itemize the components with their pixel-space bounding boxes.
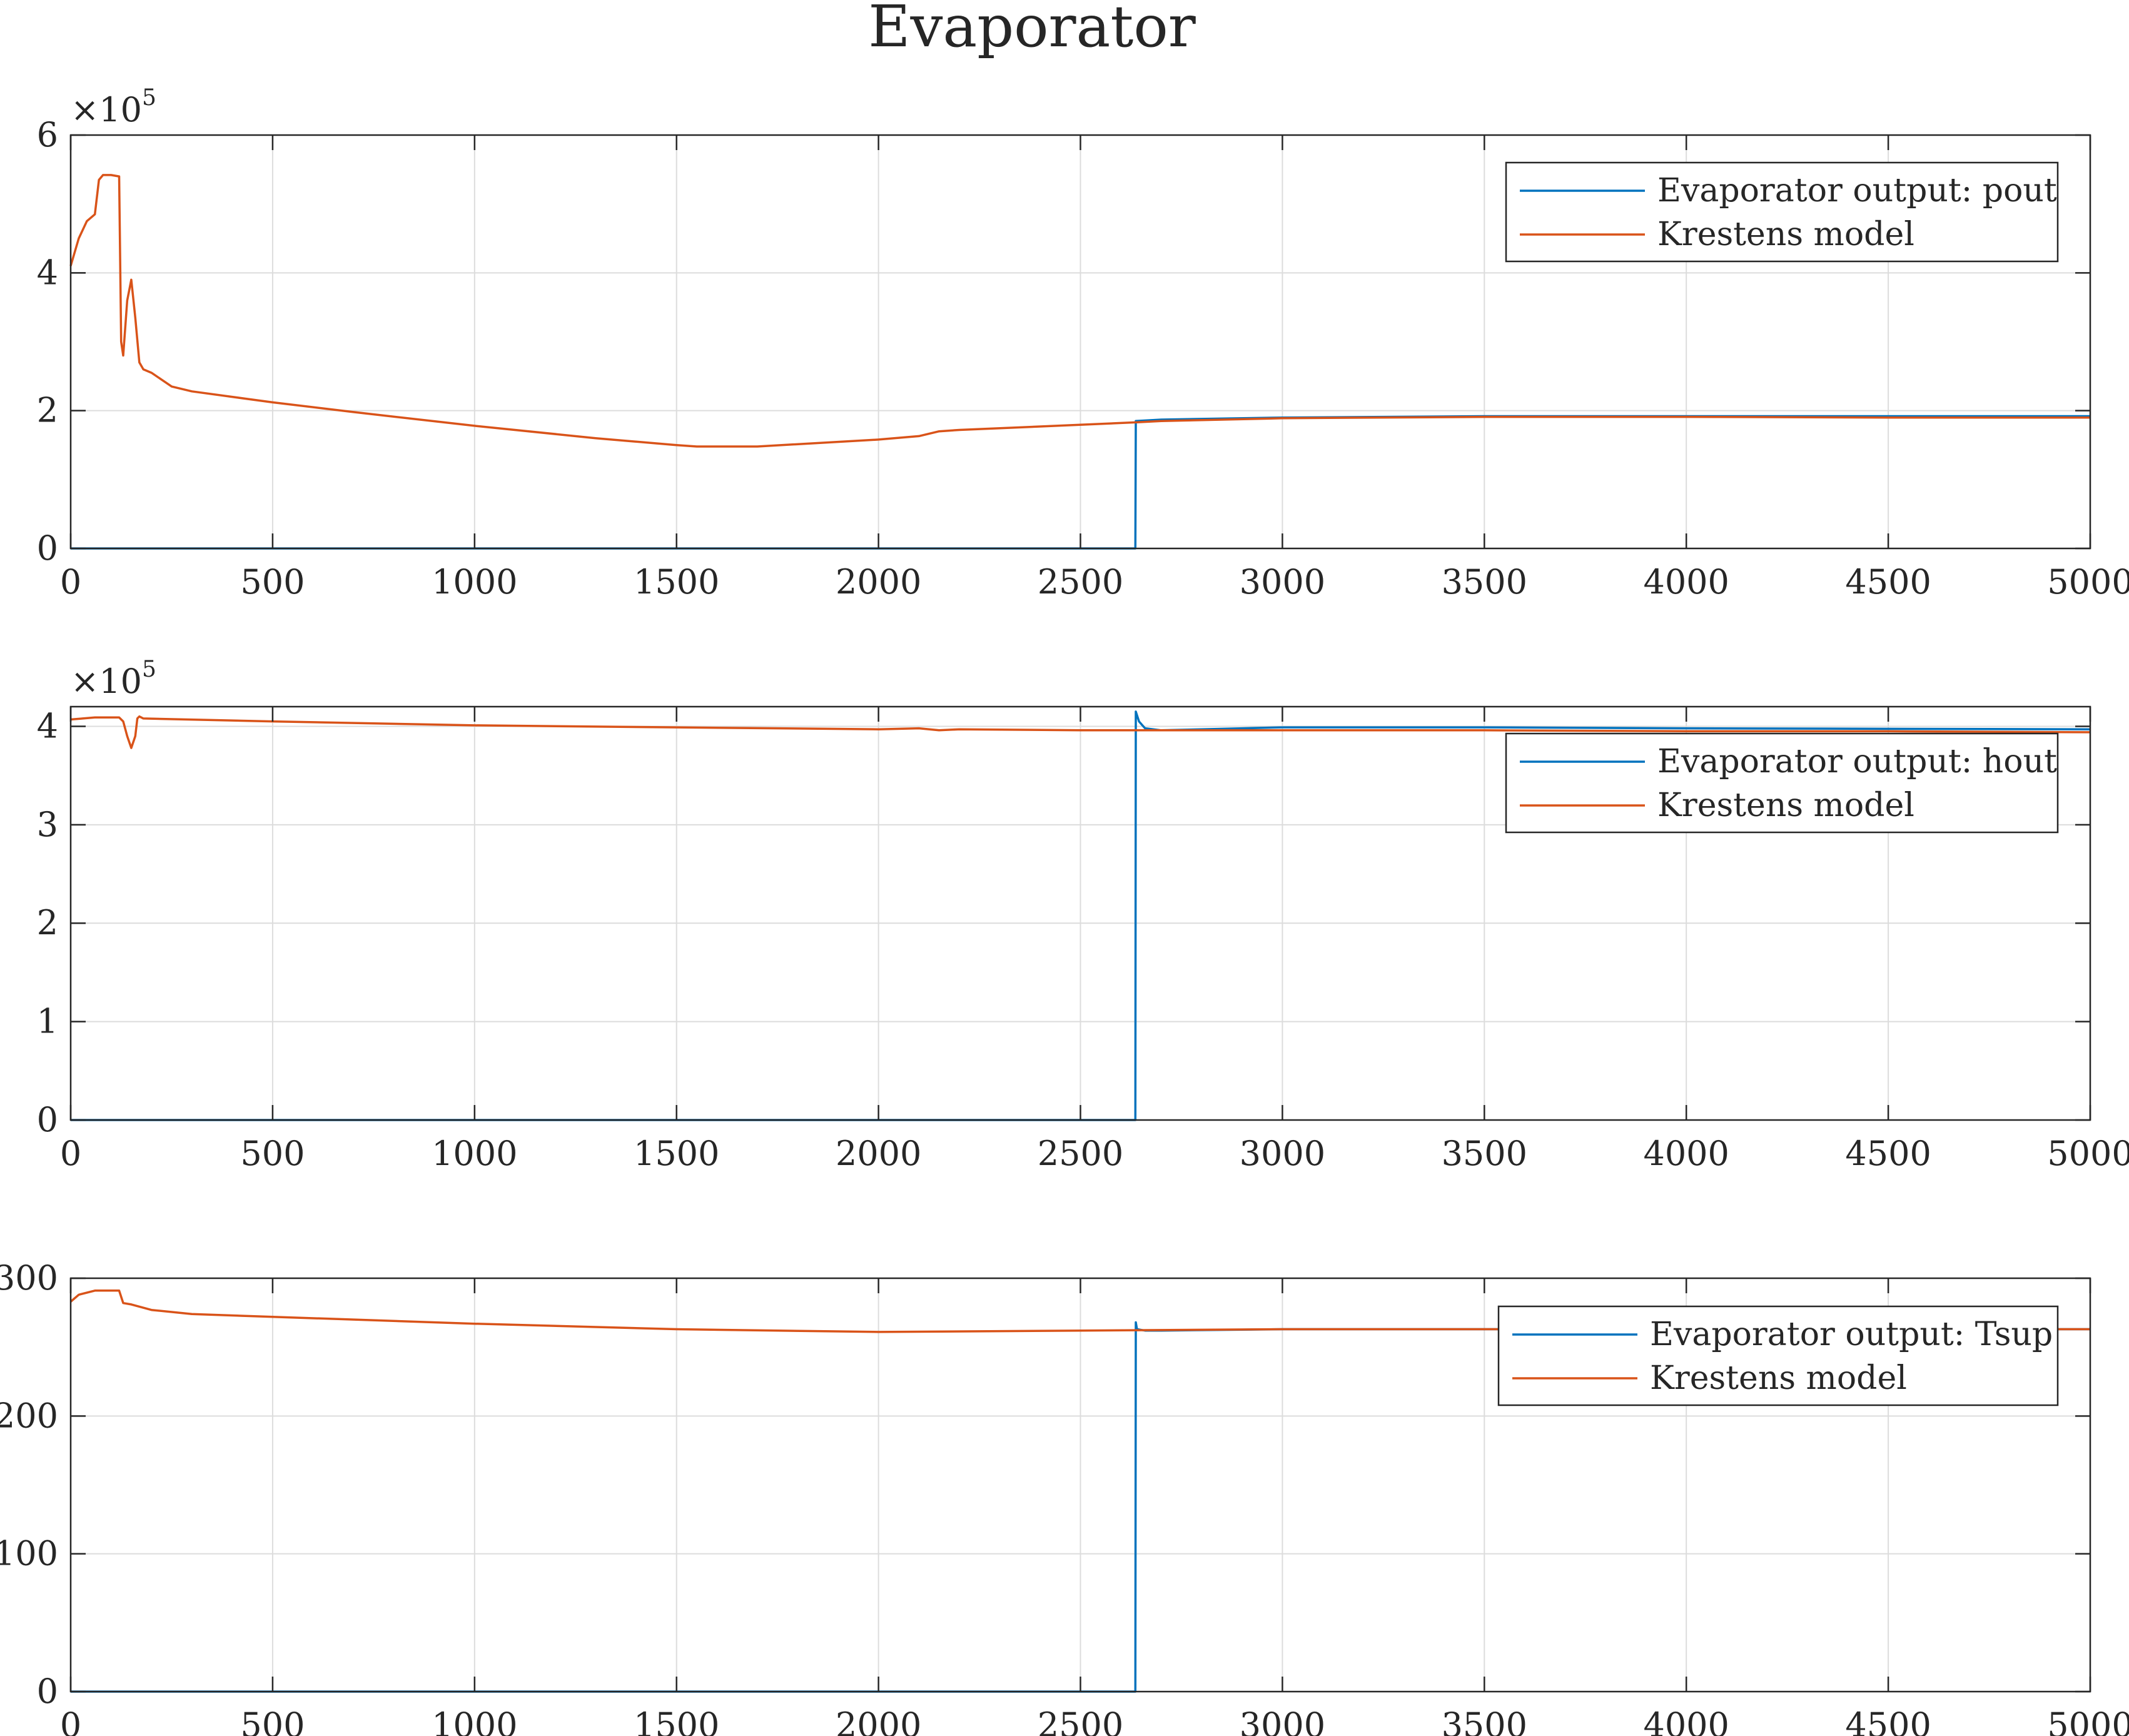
x-tick-label: 500 xyxy=(240,1705,305,1736)
x-tick-label: 1500 xyxy=(634,562,719,602)
x-tick-label: 3500 xyxy=(1442,1705,1527,1736)
legend-entry-label: Evaporator output: pout xyxy=(1657,172,2057,209)
figure-title: Evaporator xyxy=(868,0,1195,60)
x-tick-label: 3000 xyxy=(1240,1134,1325,1173)
y-tick-label: 3 xyxy=(37,805,58,844)
legend-entry-label: Evaporator output: Tsup xyxy=(1650,1316,2053,1353)
x-tick-label: 500 xyxy=(240,1134,305,1173)
x-tick-label: 5000 xyxy=(2047,1705,2129,1736)
y-axis-multiplier: ×105 xyxy=(71,657,156,701)
y-tick-label: 2 xyxy=(37,391,58,430)
axes-container: 0 500 1000 1500 2000 2500 3000 3500 4000 4500 5000… xyxy=(0,85,2129,1736)
x-tick-label: 1000 xyxy=(432,1705,517,1736)
x-tick-label: 3000 xyxy=(1240,1705,1325,1736)
axes-panel-3: 0 500 1000 1500 2000 2500 3000 3500 4000 4500 5000… xyxy=(0,1258,2129,1736)
x-tick-label: 4000 xyxy=(1643,1705,1729,1736)
multiplier-exponent: 5 xyxy=(142,85,156,111)
axes-panel-1: 0 500 1000 1500 2000 2500 3000 3500 4000 4500 5000… xyxy=(37,85,2129,602)
legend-entry-label: Krestens model xyxy=(1650,1360,1907,1397)
y-tick-label: 0 xyxy=(37,528,58,568)
legend: Evaporator output: Tsup Krestens model xyxy=(1497,1305,2059,1406)
legend-entry-label: Krestens model xyxy=(1657,216,1914,253)
x-tick-label: 3500 xyxy=(1442,562,1527,602)
y-tick-label: 0 xyxy=(37,1100,58,1139)
x-tick-label: 1500 xyxy=(634,1134,719,1173)
x-tick-label: 1000 xyxy=(432,562,517,602)
legend-entry-label: Evaporator output: hout xyxy=(1657,743,2057,780)
x-tick-label: 2500 xyxy=(1038,1705,1123,1736)
x-tick-label: 2000 xyxy=(836,562,921,602)
x-tick-label: 4000 xyxy=(1643,562,1729,602)
legend-entry-label: Krestens model xyxy=(1657,787,1914,824)
x-tick-label: 4500 xyxy=(1845,1134,1931,1173)
multiplier-base: ×10 xyxy=(71,90,142,129)
x-tick-label: 5000 xyxy=(2047,562,2129,602)
legend: Evaporator output: hout Krestens model xyxy=(1505,732,2059,834)
x-tick-label: 500 xyxy=(240,562,305,602)
x-tick-label: 1000 xyxy=(432,1134,517,1173)
multiplier-base: ×10 xyxy=(71,662,142,701)
x-tick-label: 3000 xyxy=(1240,562,1325,602)
y-tick-label: 4 xyxy=(37,706,58,745)
legend-box xyxy=(1505,161,2059,263)
x-tick-label: 3500 xyxy=(1442,1134,1527,1173)
x-tick-label: 2000 xyxy=(836,1134,921,1173)
series-line-krestens-model xyxy=(69,174,2090,448)
x-tick-label: 1500 xyxy=(634,1705,719,1736)
x-tick-label: 5000 xyxy=(2047,1134,2129,1173)
y-tick-label: 0 xyxy=(37,1672,58,1711)
x-tick-label: 4500 xyxy=(1845,1705,1931,1736)
legend-box xyxy=(1497,1305,2059,1406)
x-tick-label: 0 xyxy=(60,562,81,602)
y-tick-label: 6 xyxy=(37,115,58,154)
y-tick-label: 1 xyxy=(37,1002,58,1041)
x-tick-label: 2000 xyxy=(836,1705,921,1736)
axes-panel-2: 0 500 1000 1500 2000 2500 3000 3500 4000 4500 5000… xyxy=(37,657,2129,1173)
y-tick-label: 100 xyxy=(0,1534,58,1573)
multiplier-exponent: 5 xyxy=(142,657,156,682)
x-tick-label: 0 xyxy=(60,1134,81,1173)
x-tick-label: 0 xyxy=(60,1705,81,1736)
x-tick-label: 4000 xyxy=(1643,1134,1729,1173)
series-line-krestens-model xyxy=(70,715,2091,749)
y-tick-label: 200 xyxy=(0,1396,58,1435)
x-tick-label: 2500 xyxy=(1038,1134,1123,1173)
y-tick-label: 300 xyxy=(0,1258,58,1298)
legend-box xyxy=(1505,732,2059,834)
x-tick-label: 4500 xyxy=(1845,562,1931,602)
series-line-krestens-model xyxy=(69,1289,2090,1333)
y-tick-label: 2 xyxy=(37,903,58,942)
x-tick-label: 2500 xyxy=(1038,562,1123,602)
legend: Evaporator output: pout Krestens model xyxy=(1505,161,2059,263)
y-tick-label: 4 xyxy=(37,253,58,292)
y-axis-multiplier: ×105 xyxy=(71,85,156,129)
